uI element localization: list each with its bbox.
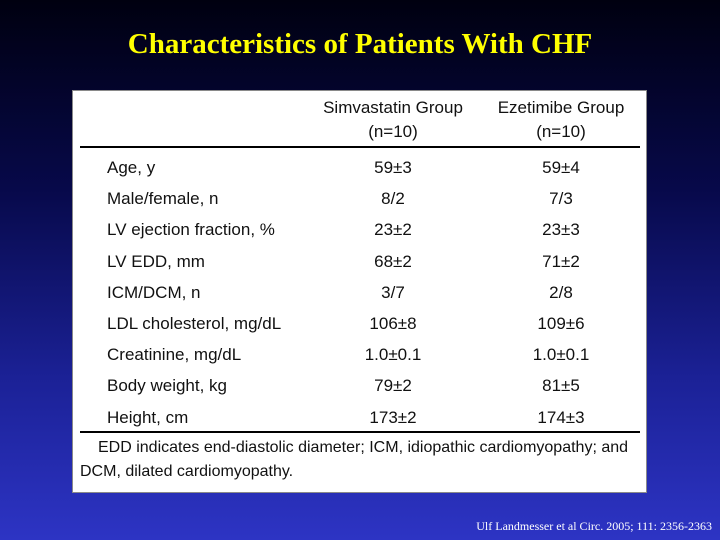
table-header: Simvastatin Group (n=10) Ezetimibe Group… [73,96,646,146]
ezetimibe-value: 81±5 [542,376,580,396]
row-label: Age, y [107,158,156,177]
simvastatin-value: 68±2 [374,251,412,271]
ezetimibe-value: 174±3 [537,407,585,427]
table-row: Male/female, n 8/2 7/3 [73,183,646,214]
table-row: Creatinine, mg/dL 1.0±0.1 1.0±0.1 [73,339,646,370]
row-label: ICM/DCM, n [107,282,201,302]
table-row: Body weight, kg 79±2 81±5 [73,370,646,401]
column-header-simvastatin-n: (n=10) [368,122,418,141]
slide-title: Characteristics of Patients With CHF [127,28,593,60]
row-label: LV ejection fraction, % [107,220,275,240]
table-row: Age, y 59±3 59±4 [73,152,646,183]
row-label: Body weight, kg [107,376,228,396]
simvastatin-value: 8/2 [381,189,405,209]
table-row: LV EDD, mm 68±2 71±2 [73,246,646,277]
simvastatin-value: 79±2 [374,376,412,396]
ezetimibe-value: 71±2 [542,251,580,271]
footer-divider [80,431,640,433]
table-body: Age, y 59±3 59±4 Male/female, n 8/2 7/3 … [73,152,646,433]
column-header-simvastatin-name: Simvastatin Group [323,98,463,117]
simvastatin-value: 23±2 [374,220,412,240]
column-header-ezetimibe-n: (n=10) [536,122,586,141]
simvastatin-value: 173±2 [369,407,417,427]
table-row: ICM/DCM, n 3/7 2/8 [73,277,646,308]
simvastatin-value: 59±3 [374,158,412,177]
row-label: Height, cm [107,407,189,427]
row-label: Creatinine, mg/dL [107,345,242,365]
citation: Ulf Landmesser et al Circ. 2005; 111: 23… [476,519,712,533]
column-header-ezetimibe: Ezetimibe Group (n=10) [477,96,645,144]
ezetimibe-value: 59±4 [542,158,580,177]
row-label: LV EDD, mm [107,251,205,271]
table-row: LV ejection fraction, % 23±2 23±3 [73,214,646,245]
table-row: LDL cholesterol, mg/dL 106±8 109±6 [73,308,646,339]
row-label: LDL cholesterol, mg/dL [107,313,282,333]
table-footnote: EDD indicates end-diastolic diameter; IC… [80,439,629,480]
ezetimibe-value: 7/3 [549,189,573,209]
simvastatin-value: 1.0±0.1 [364,345,422,365]
column-header-ezetimibe-name: Ezetimibe Group [497,98,625,117]
characteristics-table: Simvastatin Group (n=10) Ezetimibe Group… [72,90,647,493]
column-header-simvastatin: Simvastatin Group (n=10) [309,96,477,144]
ezetimibe-value: 109±6 [537,313,585,333]
simvastatin-value: 106±8 [369,313,417,333]
simvastatin-value: 3/7 [381,282,405,302]
header-divider [80,146,640,148]
row-label: Male/female, n [107,189,219,209]
ezetimibe-value: 1.0±0.1 [532,345,590,365]
table-row: Height, cm 173±2 174±3 [73,402,646,433]
ezetimibe-value: 23±3 [542,220,580,240]
ezetimibe-value: 2/8 [549,282,573,302]
